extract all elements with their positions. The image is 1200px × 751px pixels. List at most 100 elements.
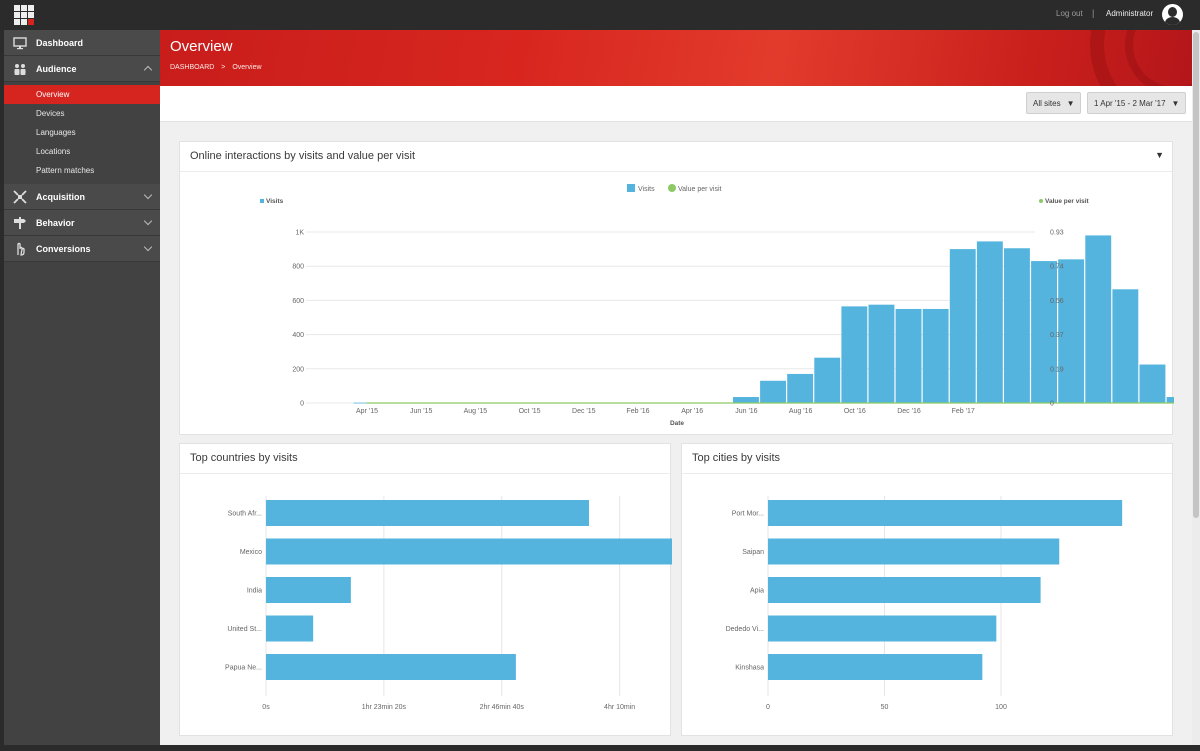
chevron-down-icon[interactable] <box>143 190 153 200</box>
visits-bar[interactable] <box>1058 259 1085 403</box>
caret-down-icon: ▼ <box>1066 98 1075 108</box>
app-logo-icon[interactable] <box>14 5 34 25</box>
chevron-up-icon[interactable] <box>143 65 153 75</box>
y2-tick-label: 0.56 <box>1050 298 1064 305</box>
x-tick-label: Apr '16 <box>681 408 703 415</box>
main-content: All sites ▼ 1 Apr '15 - 2 Mar '17 ▼ Onli… <box>160 86 1192 745</box>
x-tick-label: 0 <box>766 704 770 711</box>
filter-bar: All sites ▼ 1 Apr '15 - 2 Mar '17 ▼ <box>160 86 1192 122</box>
visits-bar[interactable] <box>841 306 868 403</box>
breadcrumb: DASHBOARD > Overview <box>170 64 262 71</box>
page-title: Overview <box>170 38 233 55</box>
category-label: Dededo Vi... <box>726 626 764 633</box>
visits-bar[interactable] <box>1031 261 1057 403</box>
sidebar-item-audience[interactable]: Audience <box>4 56 160 82</box>
sidebar-item-conversions[interactable]: Conversions <box>4 236 160 262</box>
avatar-icon[interactable] <box>1162 4 1183 25</box>
y2-tick-label: 0.19 <box>1050 366 1064 373</box>
category-label: South Afr... <box>228 511 262 518</box>
cities-chart: 0 50 100 Port Mor... Saipan Apia Dededo Vi... K… <box>726 496 1123 711</box>
y-tick-label: 0 <box>300 401 304 408</box>
category-bar[interactable] <box>266 538 672 565</box>
chevron-down-icon[interactable] <box>143 242 153 252</box>
visits-bar[interactable] <box>1166 397 1174 403</box>
category-bar[interactable] <box>768 500 1123 526</box>
cities-panel: Top cities by visits 0 50 100 Port Mor... Sa… <box>681 443 1173 736</box>
topbar-separator: | <box>1092 8 1095 18</box>
category-bar[interactable] <box>266 500 589 526</box>
visits-bar[interactable] <box>814 357 841 403</box>
caret-down-icon: ▼ <box>1171 98 1180 108</box>
visits-bar[interactable] <box>733 397 759 403</box>
site-filter-dropdown[interactable]: All sites ▼ <box>1026 92 1082 114</box>
y2-tick-label: 0.37 <box>1050 332 1064 339</box>
category-label: Mexico <box>240 549 262 556</box>
subnav-item-languages[interactable]: Languages <box>36 128 76 137</box>
category-label: Port Mor... <box>732 511 764 518</box>
y-tick-label: 200 <box>292 366 304 373</box>
category-bar[interactable] <box>768 577 1041 603</box>
visits-bar[interactable] <box>868 304 895 403</box>
audience-subnav: Overview Devices Languages Locations Pat… <box>4 82 160 184</box>
visits-bar[interactable] <box>353 402 380 404</box>
right-axis-label: Value per visit <box>1045 198 1090 205</box>
sidebar-item-behavior[interactable]: Behavior <box>4 210 160 236</box>
category-bar[interactable] <box>266 654 516 680</box>
visits-bar[interactable] <box>1004 248 1030 403</box>
visits-bar[interactable] <box>949 249 976 403</box>
legend-value-swatch <box>668 184 676 192</box>
panel-title: Top cities by visits <box>692 452 781 464</box>
top-bar: Log out | Administrator <box>0 0 1200 30</box>
visits-bar[interactable] <box>922 308 949 403</box>
category-bar[interactable] <box>266 615 314 642</box>
sidebar-item-acquisition[interactable]: Acquisition <box>4 184 160 210</box>
collapse-caret-icon[interactable]: ▼ <box>1155 150 1164 160</box>
breadcrumb-root[interactable]: DASHBOARD <box>170 64 215 71</box>
x-axis-label: Date <box>670 420 684 427</box>
subnav-item-locations[interactable]: Locations <box>36 147 71 156</box>
category-bar[interactable] <box>768 615 997 642</box>
y2-tick-label: 0 <box>1050 401 1054 408</box>
x-tick-label: 1hr 23min 20s <box>362 704 407 711</box>
visits-bar[interactable] <box>787 373 814 403</box>
left-axis-swatch <box>260 199 264 203</box>
chevron-down-icon[interactable] <box>143 216 153 226</box>
sidebar: Dashboard Audience Overview Devices Lang… <box>4 30 160 745</box>
y-tick-label: 800 <box>292 264 304 271</box>
subnav-item-pattern-matches[interactable]: Pattern matches <box>36 166 95 175</box>
category-bar[interactable] <box>768 654 983 680</box>
legend-value-label: Value per visit <box>678 186 722 193</box>
date-range-dropdown[interactable]: 1 Apr '15 - 2 Mar '17 ▼ <box>1087 92 1187 114</box>
visits-bar[interactable] <box>760 380 786 403</box>
x-tick-label: Feb '17 <box>952 408 975 415</box>
category-label: Kinshasa <box>735 665 764 672</box>
x-tick-label: 4hr 10min <box>604 704 635 711</box>
breadcrumb-current: Overview <box>232 64 262 71</box>
sidebar-item-label: Behavior <box>36 217 75 228</box>
category-bar[interactable] <box>768 538 1060 565</box>
logout-link[interactable]: Log out <box>1056 9 1083 18</box>
interactions-chart: Visits Value per visit Visits Value per … <box>260 184 1174 427</box>
scrollbar-thumb[interactable] <box>1193 32 1199 518</box>
hand-icon <box>13 242 27 256</box>
visits-bar[interactable] <box>895 308 922 403</box>
y-tick-label: 600 <box>292 298 304 305</box>
sidebar-item-dashboard[interactable]: Dashboard <box>4 30 160 56</box>
category-bar[interactable] <box>266 577 351 603</box>
sidebar-item-label: Audience <box>36 63 77 74</box>
visits-bar[interactable] <box>1139 364 1166 403</box>
y-tick-label: 400 <box>292 332 304 339</box>
x-tick-label: Dec '15 <box>572 408 596 415</box>
sidebar-item-label: Conversions <box>36 243 91 254</box>
visits-bar[interactable] <box>976 241 1003 403</box>
panel-title: Online interactions by visits and value … <box>190 150 415 162</box>
people-icon <box>13 62 27 76</box>
visits-bar[interactable] <box>1112 289 1139 403</box>
site-filter-label: All sites <box>1033 98 1061 108</box>
subnav-item-overview[interactable]: Overview <box>4 85 160 104</box>
x-tick-label: 2hr 46min 40s <box>480 704 525 711</box>
user-name[interactable]: Administrator <box>1106 9 1154 18</box>
subnav-item-devices[interactable]: Devices <box>36 109 65 118</box>
visits-bar[interactable] <box>1085 235 1112 403</box>
x-tick-label: Feb '16 <box>626 408 649 415</box>
